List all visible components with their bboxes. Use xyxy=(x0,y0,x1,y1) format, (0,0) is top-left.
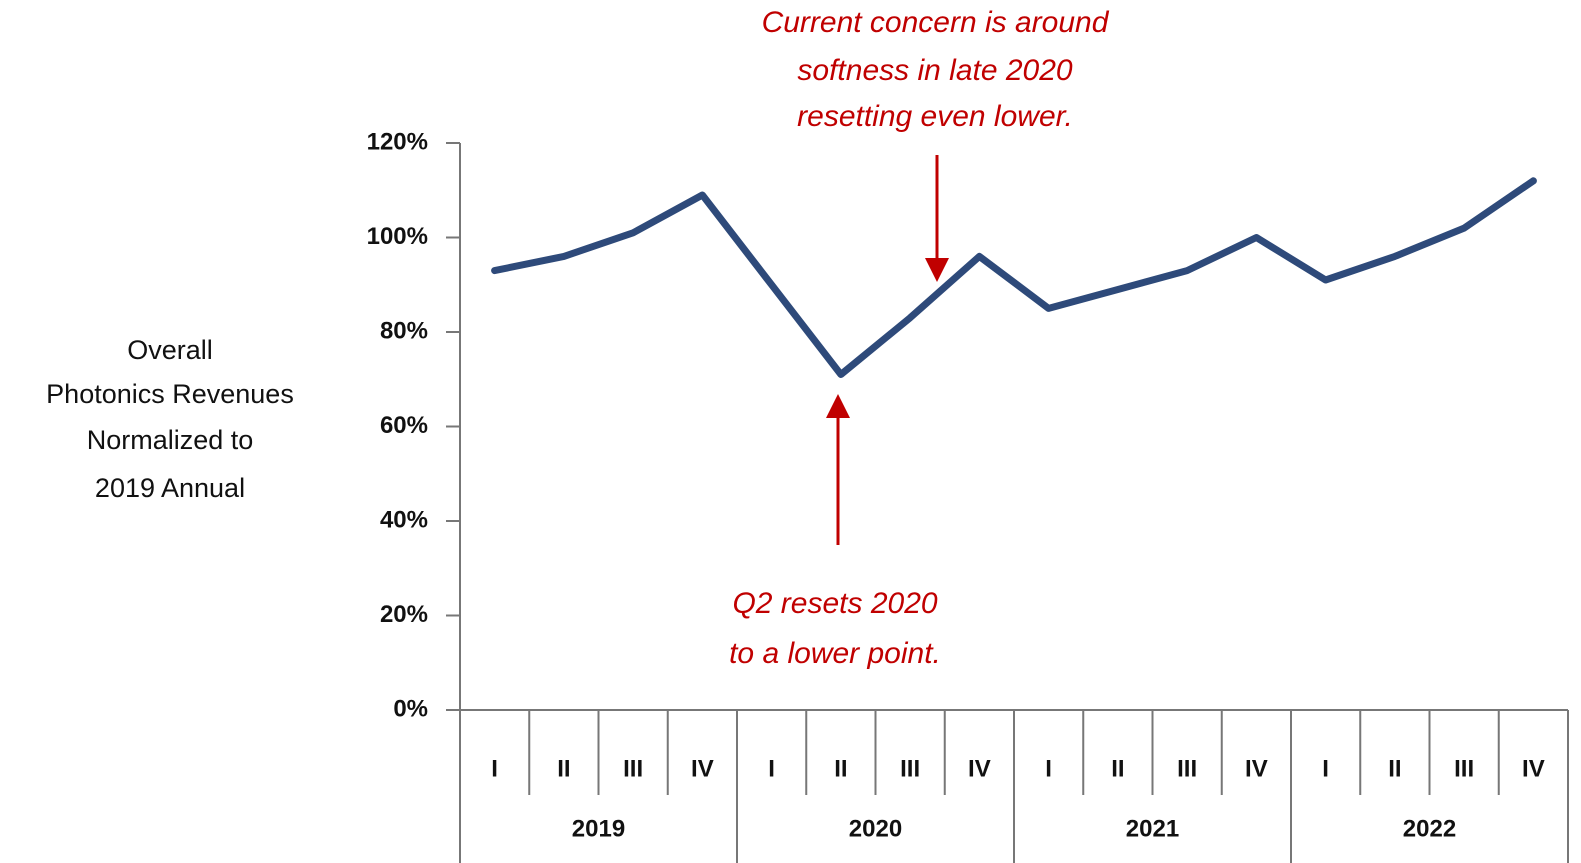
x-tick-label: III xyxy=(623,755,643,782)
y-label-line: Normalized to xyxy=(87,425,254,455)
x-tick-label: IV xyxy=(1245,755,1268,782)
y-label-line: 2019 Annual xyxy=(95,473,245,503)
x-tick-label: IV xyxy=(1522,755,1545,782)
y-label-line: Overall xyxy=(127,335,213,365)
annotation: softness in late 2020 xyxy=(797,54,1073,87)
x-tick-label: III xyxy=(900,755,920,782)
annotation: Q2 resets 2020 xyxy=(732,587,937,620)
x-tick-label: IV xyxy=(968,755,991,782)
x-tick-label: I xyxy=(491,755,498,782)
x-tick-label: IV xyxy=(691,755,714,782)
y-tick-label: 120% xyxy=(367,128,428,155)
x-tick-label: I xyxy=(1045,755,1052,782)
group-label: 2021 xyxy=(1126,815,1179,842)
y-tick-label: 20% xyxy=(380,601,428,628)
y-tick-label: 80% xyxy=(380,317,428,344)
x-tick-label: II xyxy=(834,755,847,782)
x-tick-label: I xyxy=(1322,755,1329,782)
x-tick-label: II xyxy=(1111,755,1124,782)
x-tick-label: III xyxy=(1177,755,1197,782)
x-tick-label: III xyxy=(1454,755,1474,782)
annotation: Current concern is around xyxy=(762,6,1110,39)
group-label: 2019 xyxy=(572,815,625,842)
x-tick-label: II xyxy=(1388,755,1401,782)
x-tick-label: II xyxy=(557,755,570,782)
x-tick-label: I xyxy=(768,755,775,782)
annotation: to a lower point. xyxy=(729,637,941,670)
y-axis-label: Overall Photonics Revenues Normalized to… xyxy=(46,335,294,503)
y-tick-label: 40% xyxy=(380,506,428,533)
y-tick-label: 0% xyxy=(393,695,428,722)
group-label: 2020 xyxy=(849,815,902,842)
group-label: 2022 xyxy=(1403,815,1456,842)
annotation: resetting even lower. xyxy=(797,100,1073,133)
y-tick-label: 60% xyxy=(380,412,428,439)
y-tick-label: 100% xyxy=(367,223,428,250)
series-line xyxy=(491,177,1537,378)
y-label-line: Photonics Revenues xyxy=(46,379,294,409)
